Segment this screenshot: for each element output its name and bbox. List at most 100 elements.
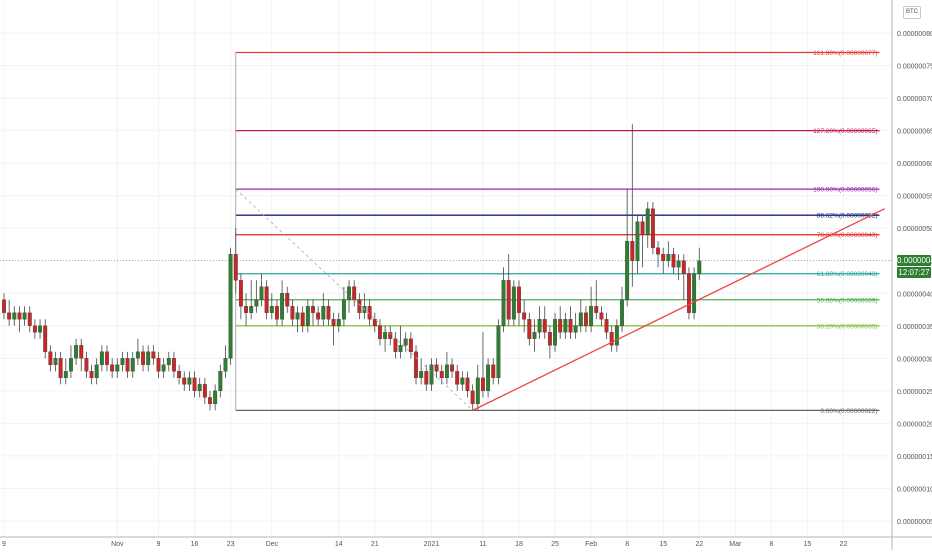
candle-body [625, 241, 630, 300]
candle-body [522, 312, 527, 320]
candle-body [285, 293, 290, 307]
candle-body [280, 293, 285, 320]
candle-body [238, 280, 243, 307]
fib-level-label: 0.00%(0.00000022) [820, 408, 877, 415]
candle-body [671, 254, 676, 268]
candle-body [156, 358, 161, 372]
candle-body [532, 332, 537, 339]
x-tick-label: 16 [191, 541, 199, 548]
y-tick-label: 0.00000065 [897, 129, 932, 136]
currency-badge[interactable]: BTC [903, 6, 921, 19]
candle-body [511, 286, 516, 320]
x-tick-label: 18 [515, 541, 523, 548]
candle-body [22, 312, 27, 320]
candle-body [58, 358, 63, 379]
y-tick-label: 0.00000055 [897, 194, 932, 201]
candle-body [182, 377, 187, 385]
candle-body [53, 358, 58, 365]
candle-body [383, 332, 388, 339]
candle-body [89, 371, 94, 379]
candle-body [372, 319, 377, 326]
candle-body [341, 299, 346, 320]
candle-body [697, 260, 702, 274]
candle-body [7, 312, 12, 320]
candle-body [517, 286, 521, 313]
x-tick-label: 8 [625, 541, 629, 548]
fib-level-label: 78.60%(0.00000049) [817, 232, 878, 239]
candle-body [110, 364, 115, 372]
candle-body [604, 319, 609, 333]
candle-body [120, 358, 125, 365]
candle-body [650, 208, 655, 248]
candle-body [259, 286, 264, 300]
candle-body [141, 351, 145, 365]
candle-body [244, 306, 248, 313]
candle-body [269, 306, 274, 313]
candle-body [84, 358, 89, 372]
candle-body [676, 260, 681, 268]
trendline [472, 208, 885, 411]
x-tick-label: 9 [2, 541, 6, 548]
y-tick-label: 0.00000015 [897, 454, 932, 461]
x-tick-label: 9 [157, 541, 161, 548]
candle-body [465, 377, 470, 392]
candle-body [326, 306, 331, 320]
candle-body [192, 377, 197, 392]
fib-level-label: 127.20%(0.00000065) [813, 128, 877, 135]
candle-body [249, 306, 254, 313]
candle-body [32, 325, 37, 333]
candle-body [635, 221, 640, 261]
y-tick-label: 0.00000010 [897, 486, 932, 493]
candle-body [393, 338, 398, 352]
candle-body [501, 280, 506, 326]
candle-body [321, 306, 326, 320]
candle-body [171, 358, 176, 372]
candle-body [434, 364, 439, 372]
candle-body [630, 241, 635, 261]
x-tick-label: Feb [585, 541, 597, 548]
y-tick-label: 0.00000005 [897, 519, 932, 526]
candle-body [584, 312, 588, 326]
x-tick-label: 2021 [424, 541, 440, 548]
y-tick-label: 0.00000060 [897, 161, 932, 168]
candle-body [460, 377, 465, 385]
candles [2, 124, 702, 411]
candle-body [177, 371, 182, 379]
candle-body [233, 254, 238, 281]
candle-body [295, 312, 300, 320]
candle-body [197, 384, 202, 392]
x-tick-label: Dec [266, 541, 279, 548]
x-tick-label: 22 [840, 541, 848, 548]
candle-body [486, 364, 491, 392]
fib-level-label: 61.80%(0.00000043) [817, 271, 878, 278]
y-tick-label: 0.00000050 [897, 226, 932, 233]
candle-body [2, 299, 6, 313]
candle-body [125, 358, 130, 372]
candle-body [542, 319, 547, 333]
candle-body [151, 351, 156, 359]
fib-level-label: 88.62%(0.00000052) [817, 213, 878, 220]
candle-body [558, 319, 563, 333]
last-price-badge: 0.00000045 [897, 254, 932, 266]
candle-body [74, 345, 79, 359]
fibonacci-levels[interactable]: 161.80%(0.00000077) 127.20%(0.00000065) 10… [235, 50, 880, 415]
candle-body [146, 351, 151, 365]
candle-body [687, 273, 691, 313]
candle-body [589, 306, 594, 326]
candle-body [408, 338, 413, 352]
candle-body [115, 364, 120, 372]
candle-body [311, 306, 315, 313]
fib-level-label: 38.20%(0.00000035) [817, 323, 878, 330]
candle-body [594, 306, 599, 313]
candle-body [388, 332, 393, 339]
candle-body [475, 377, 480, 405]
y-tick-label: 0.00000020 [897, 421, 932, 428]
candle-body [599, 312, 604, 320]
x-tick-label: 22 [695, 541, 703, 548]
x-tick-label: 15 [659, 541, 667, 548]
candle-body [666, 254, 671, 261]
x-tick-label: 25 [551, 541, 559, 548]
x-tick-label: 11 [479, 541, 486, 548]
